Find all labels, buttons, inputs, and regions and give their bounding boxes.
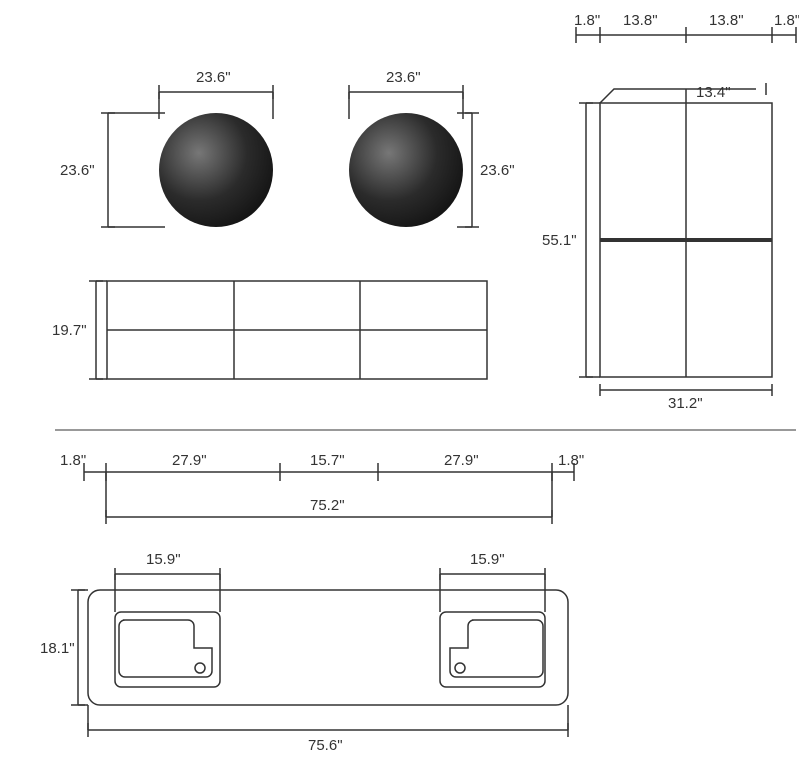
dim-sink-right-w: 15.9" bbox=[470, 551, 505, 568]
technical-drawing bbox=[0, 0, 799, 774]
dim-counter-height: 18.1" bbox=[40, 640, 75, 657]
dim-mirror-right-w: 23.6" bbox=[386, 69, 421, 86]
dim-plan-0: 1.8" bbox=[60, 452, 86, 469]
dim-plan-2: 15.7" bbox=[310, 452, 345, 469]
dim-vanity-height: 19.7" bbox=[52, 322, 87, 339]
dim-counter-width: 75.6" bbox=[308, 737, 343, 754]
dim-strip-0: 1.8" bbox=[574, 12, 600, 29]
dim-mirror-left-w: 23.6" bbox=[196, 69, 231, 86]
dim-plan-3: 27.9" bbox=[444, 452, 479, 469]
dim-plan-total: 75.2" bbox=[310, 497, 345, 514]
dim-cabinet-width: 31.2" bbox=[668, 395, 703, 412]
dim-plan-1: 27.9" bbox=[172, 452, 207, 469]
dim-plan-4: 1.8" bbox=[558, 452, 584, 469]
dim-strip-3: 1.8" bbox=[774, 12, 799, 29]
dim-cabinet-depth: 13.4" bbox=[696, 84, 731, 101]
dim-strip-2: 13.8" bbox=[709, 12, 744, 29]
dim-cabinet-height: 55.1" bbox=[542, 232, 577, 249]
dim-mirror-left-h: 23.6" bbox=[60, 162, 95, 179]
dim-sink-left-w: 15.9" bbox=[146, 551, 181, 568]
dim-strip-1: 13.8" bbox=[623, 12, 658, 29]
dim-mirror-right-h: 23.6" bbox=[480, 162, 515, 179]
